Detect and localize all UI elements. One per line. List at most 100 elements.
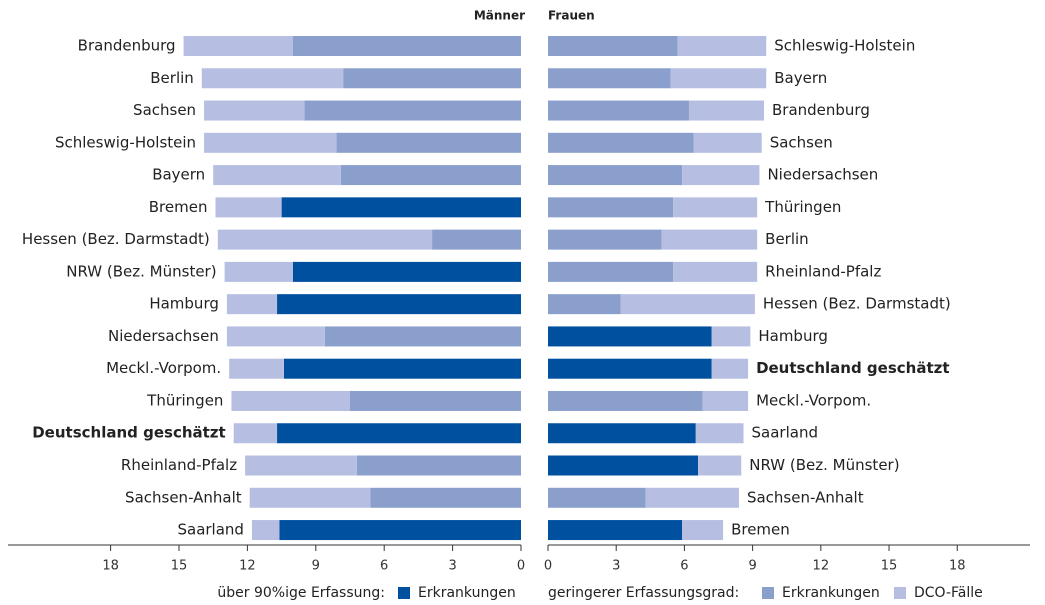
bar-segment xyxy=(620,294,755,315)
bar-segment xyxy=(548,455,699,476)
bar-segment xyxy=(251,520,280,541)
category-label: Brandenburg xyxy=(78,37,176,55)
category-label: Bayern xyxy=(774,69,827,87)
legend-swatch xyxy=(398,587,410,599)
bar-segment xyxy=(231,390,350,411)
x-tick-label: 0 xyxy=(517,559,525,574)
bar-segment xyxy=(682,165,760,186)
category-label: Meckl.-Vorpom. xyxy=(106,359,221,377)
bar-segment xyxy=(336,132,521,153)
x-tick-label: 6 xyxy=(680,559,688,574)
bar-segment xyxy=(356,455,521,476)
bar-segment xyxy=(677,36,767,56)
category-label: Schleswig-Holstein xyxy=(55,133,196,151)
bar-segment xyxy=(711,358,749,379)
bar-segment xyxy=(548,229,662,250)
bar-segment xyxy=(204,100,305,121)
category-label: Bremen xyxy=(731,521,790,539)
bar-segment xyxy=(215,197,282,218)
category-label: Thüringen xyxy=(146,391,223,409)
bar-segment xyxy=(548,390,703,411)
x-tick-label: 15 xyxy=(881,559,898,574)
category-label: Thüringen xyxy=(764,198,841,216)
bar-segment xyxy=(226,294,278,315)
category-label: Hessen (Bez. Darmstadt) xyxy=(22,230,210,248)
legend-label: DCO-Fälle xyxy=(914,585,983,601)
bar-segment xyxy=(350,390,521,411)
bar-segment xyxy=(688,100,764,121)
panel-title: Frauen xyxy=(548,9,595,23)
bar-segment xyxy=(340,165,521,186)
bar-segment xyxy=(183,36,293,56)
bar-segment xyxy=(673,261,758,282)
bar-segment xyxy=(693,132,762,153)
bar-segment xyxy=(204,132,337,153)
bar-segment xyxy=(548,100,689,121)
category-label: Saarland xyxy=(752,424,818,442)
category-label: Rheinland-Pfalz xyxy=(121,456,237,474)
bar-segment xyxy=(324,326,521,347)
x-tick-label: 12 xyxy=(813,559,830,574)
category-label: Hessen (Bez. Darmstadt) xyxy=(763,295,951,313)
bar-segment xyxy=(304,100,521,121)
x-tick-label: 15 xyxy=(171,559,188,574)
bar-segment xyxy=(548,520,683,541)
category-label: Saarland xyxy=(177,521,243,539)
bar-segment xyxy=(224,261,293,282)
x-tick-label: 9 xyxy=(748,559,756,574)
x-tick-label: 18 xyxy=(949,559,966,574)
category-label: Sachsen xyxy=(133,101,196,119)
bar-segment xyxy=(548,132,694,153)
category-label: Sachsen-Anhalt xyxy=(125,488,242,506)
bar-segment xyxy=(245,455,357,476)
category-label: Deutschland geschätzt xyxy=(756,359,949,377)
bar-segment xyxy=(548,487,646,508)
category-label: Niedersachsen xyxy=(767,166,878,184)
category-label: Bayern xyxy=(152,166,205,184)
bar-segment xyxy=(233,423,278,444)
bar-segment xyxy=(548,326,712,347)
legend-swatch xyxy=(762,587,774,599)
legend-group: über 90%ige Erfassung: xyxy=(217,585,385,601)
bar-segment xyxy=(229,358,284,379)
bar-segment xyxy=(682,520,724,541)
legend-label: Erkrankungen xyxy=(418,585,516,601)
bar-segment xyxy=(645,487,739,508)
bar-segment xyxy=(702,390,749,411)
category-label: Deutschland geschätzt xyxy=(32,424,225,442)
category-label: Hamburg xyxy=(758,327,828,345)
x-tick-label: 0 xyxy=(544,559,552,574)
bar-segment xyxy=(548,165,683,186)
category-label: Meckl.-Vorpom. xyxy=(756,391,871,409)
bar-segment xyxy=(226,326,325,347)
bar-segment xyxy=(673,197,758,218)
bar-segment xyxy=(277,423,521,444)
bar-segment xyxy=(293,261,521,282)
x-tick-label: 18 xyxy=(102,559,119,574)
category-label: NRW (Bez. Münster) xyxy=(749,456,899,474)
bar-segment xyxy=(281,197,521,218)
bar-segment xyxy=(201,68,344,89)
legend-group: geringerer Erfassungsgrad: xyxy=(548,585,739,601)
bar-segment xyxy=(698,455,742,476)
bar-segment xyxy=(711,326,751,347)
category-label: Brandenburg xyxy=(772,101,870,119)
category-label: Niedersachsen xyxy=(108,327,219,345)
bar-segment xyxy=(343,68,521,89)
bar-segment xyxy=(548,261,674,282)
legend-label: Erkrankungen xyxy=(782,585,880,601)
bar-segment xyxy=(293,36,521,56)
legend-swatch xyxy=(894,587,906,599)
category-label: Berlin xyxy=(150,69,194,87)
x-tick-label: 3 xyxy=(448,559,456,574)
x-tick-label: 3 xyxy=(612,559,620,574)
bar-segment xyxy=(548,197,674,218)
x-tick-label: 6 xyxy=(380,559,388,574)
bar-segment xyxy=(213,165,341,186)
bar-segment xyxy=(548,294,621,315)
category-label: Rheinland-Pfalz xyxy=(765,262,881,280)
category-label: Berlin xyxy=(765,230,809,248)
bar-segment xyxy=(279,520,521,541)
x-tick-label: 9 xyxy=(312,559,320,574)
